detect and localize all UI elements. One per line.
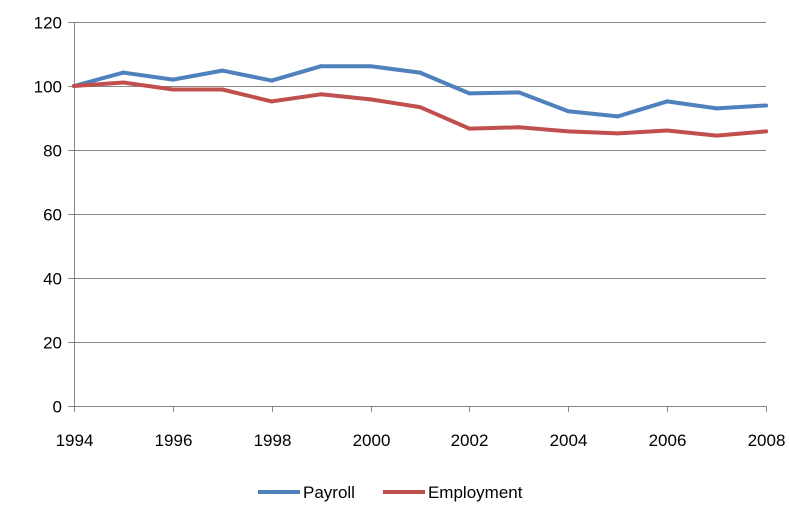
data-point-employment — [764, 129, 768, 134]
data-point-employment — [467, 126, 472, 131]
x-tick-label: 2002 — [451, 431, 489, 450]
data-point-payroll — [170, 77, 175, 82]
data-point-payroll — [764, 103, 768, 108]
data-point-payroll — [714, 106, 719, 111]
y-tick-label: 60 — [43, 206, 62, 225]
data-point-payroll — [121, 70, 126, 75]
data-point-employment — [72, 84, 76, 88]
data-point-employment — [121, 80, 126, 85]
x-tick-label: 2006 — [649, 431, 687, 450]
x-tick-label: 1994 — [56, 431, 94, 450]
data-point-payroll — [665, 99, 670, 104]
y-tick-label: 0 — [53, 398, 62, 417]
data-point-payroll — [516, 90, 521, 95]
data-point-employment — [170, 87, 175, 92]
legend-label: Payroll — [303, 483, 355, 502]
y-tick-label: 40 — [43, 270, 62, 289]
series-layer — [72, 64, 768, 138]
data-point-payroll — [615, 114, 620, 119]
legend-item-employment: Employment — [382, 483, 523, 502]
data-point-payroll — [418, 70, 422, 75]
data-point-employment — [319, 92, 324, 97]
data-point-payroll — [467, 91, 472, 96]
x-tick-label: 2008 — [748, 431, 786, 450]
x-tick-label: 2000 — [353, 431, 391, 450]
data-point-employment — [615, 131, 620, 136]
legend-item-payroll: Payroll — [258, 483, 355, 502]
y-tick-label: 100 — [34, 78, 62, 97]
data-point-employment — [220, 87, 225, 92]
x-tick-label: 1996 — [155, 431, 193, 450]
legend-label: Employment — [428, 483, 523, 502]
data-point-payroll — [368, 64, 373, 69]
data-point-employment — [665, 128, 670, 133]
x-tick-label: 2004 — [550, 431, 588, 450]
data-point-payroll — [269, 78, 274, 83]
x-tick-label: 1998 — [254, 431, 292, 450]
data-point-employment — [714, 133, 719, 138]
data-point-payroll — [319, 64, 324, 69]
y-tick-label: 20 — [43, 334, 62, 353]
data-point-employment — [516, 125, 521, 130]
data-point-employment — [566, 129, 571, 134]
y-tick-label: 80 — [43, 142, 62, 161]
data-point-employment — [368, 97, 373, 102]
legend: Payroll Employment — [258, 483, 523, 502]
data-point-employment — [269, 99, 274, 104]
y-tick-label: 120 — [34, 14, 62, 33]
data-point-payroll — [566, 109, 571, 114]
grid-layer — [74, 22, 766, 343]
data-point-payroll — [220, 68, 225, 73]
data-point-employment — [418, 105, 422, 110]
tick-labels: 0 20 40 60 80 100 120 1994 1996 1998 2000 2002 2004 2… — [34, 14, 786, 451]
